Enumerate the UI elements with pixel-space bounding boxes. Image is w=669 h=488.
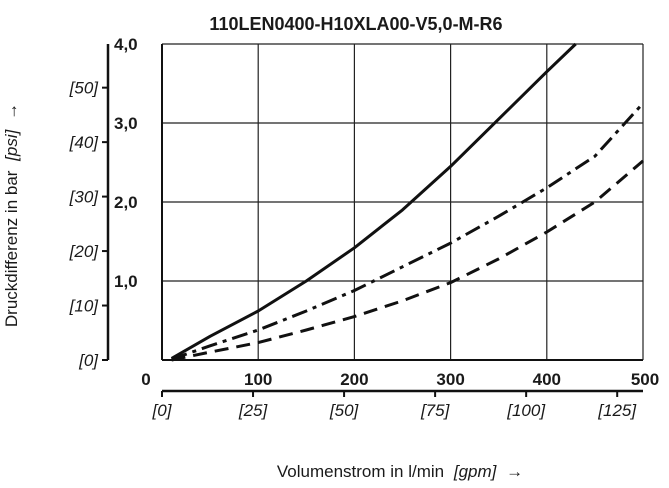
y-tick-label: 2,0 [114, 193, 138, 212]
psi-tick-label: [50] [69, 79, 100, 98]
psi-tick-label: [0] [78, 351, 99, 370]
gpm-tick-label: [125] [597, 401, 637, 420]
gpm-tick-label: [50] [329, 401, 360, 420]
chart-ticks: 1,0 2,0 3,0 4,0 0 100 200 300 400 500 [0] [10] [20] [… [69, 35, 660, 420]
y-axis-label: Druckdifferenz in bar [psi] → [2, 103, 21, 327]
series-line-dash-dot [171, 102, 645, 361]
chart-series [170, 42, 645, 362]
psi-tick-label: [40] [69, 133, 100, 152]
x-tick-label: 200 [340, 370, 368, 389]
psi-tick-label: [30] [69, 188, 100, 207]
x-axis-label-text: Volumenstrom in l/min [277, 462, 444, 481]
y-tick-label: 3,0 [114, 114, 138, 133]
y-tick-label: 1,0 [114, 272, 138, 291]
chart-axes [106, 44, 643, 393]
series-line-solid [170, 42, 577, 360]
x-axis-label: Volumenstrom in l/min [gpm] → [277, 462, 523, 481]
x-axis-label-arrow: → [506, 462, 523, 481]
y-axis-label-alt-unit: [psi] [2, 128, 21, 161]
y-axis-label-text: Druckdifferenz in bar [2, 170, 21, 327]
gpm-tick-label: [0] [152, 401, 173, 420]
x-tick-label: 0 [141, 370, 150, 389]
psi-tick-label: [20] [69, 242, 100, 261]
x-tick-label: 100 [244, 370, 272, 389]
x-axis-label-alt-unit: [gpm] [453, 462, 498, 481]
y-tick-label: 4,0 [114, 35, 138, 54]
gpm-tick-label: [100] [506, 401, 546, 420]
gpm-tick-label: [25] [238, 401, 269, 420]
x-tick-label: 400 [533, 370, 561, 389]
x-tick-label: 300 [436, 370, 464, 389]
gpm-tick-label: [75] [420, 401, 451, 420]
y-axis-label-arrow: → [2, 103, 21, 120]
chart-grid [162, 43, 644, 360]
x-tick-label: 500 [631, 370, 659, 389]
chart-title: 110LEN0400-H10XLA00-V5,0-M-R6 [209, 14, 502, 34]
psi-tick-label: [10] [69, 297, 100, 316]
series-line-dashed [171, 159, 644, 362]
